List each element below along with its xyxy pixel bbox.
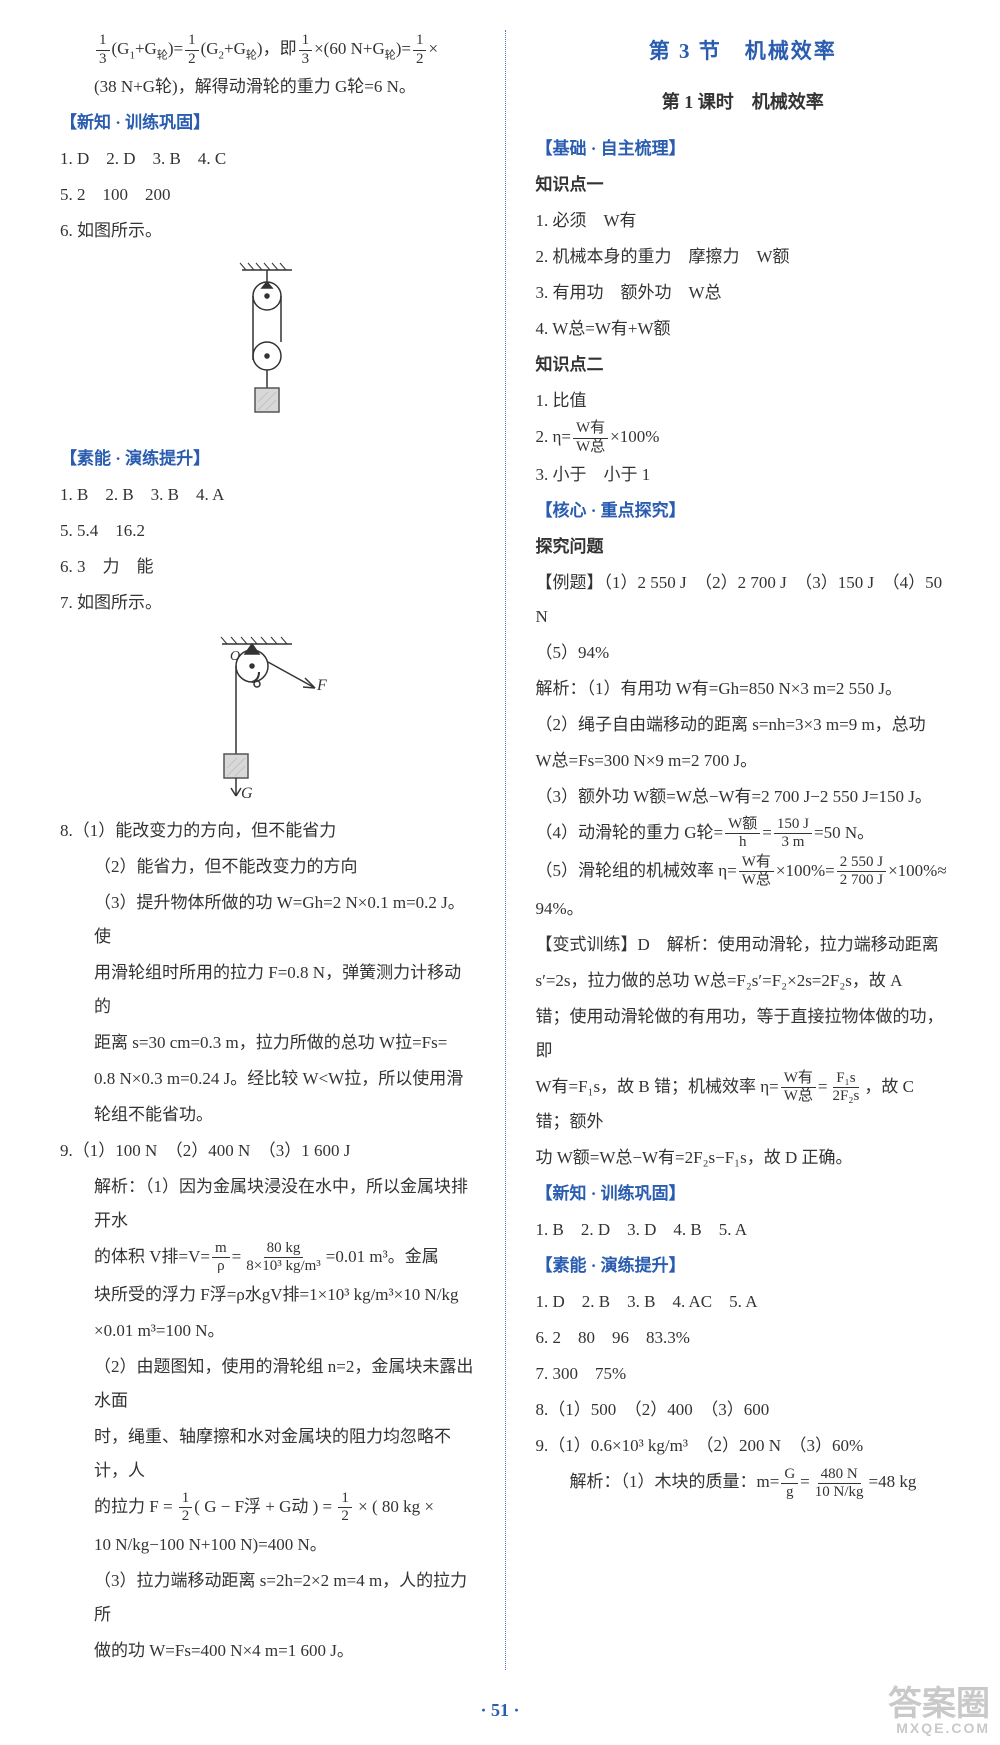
text-line: 94%。: [536, 892, 951, 926]
answer-line: 9.（1）100 N （2）400 N （3）1 600 J: [60, 1134, 475, 1168]
formula-line: （4）动滑轮的重力 G轮=W额h=150 J3 m=50 N。: [536, 816, 951, 852]
answer-line: 8.（1）能改变力的方向，但不能省力: [60, 814, 475, 848]
text-line: （3）额外功 W额=W总−W有=2 700 J−2 550 J=150 J。: [536, 780, 951, 814]
pulley-diagram-1: [60, 260, 475, 430]
formula-line: 2. η=W有W总×100%: [536, 420, 951, 456]
answer-line: 9.（1）0.6×10³ kg/m³ （2）200 N （3）60%: [536, 1429, 951, 1463]
answer-line: 0.8 N×0.3 m=0.24 J。经比较 W<W拉，所以使用滑: [60, 1062, 475, 1096]
answer-line: 6. 如图所示。: [60, 214, 475, 248]
text-line: （5）94%: [536, 636, 951, 670]
answer-line: 8.（1）500 （2）400 （3）600: [536, 1393, 951, 1427]
text-line: W总=Fs=300 N×9 m=2 700 J。: [536, 744, 951, 778]
explain-line: ×0.01 m³=100 N。: [60, 1314, 475, 1348]
formula-line: 解析：（1）木块的质量：m=Gg=480 N10 N/kg=48 kg: [536, 1465, 951, 1501]
subheading: 知识点二: [536, 348, 951, 382]
answer-line: 6. 2 80 96 83.3%: [536, 1321, 951, 1355]
answer-line: 1. B 2. D 3. D 4. B 5. A: [536, 1213, 951, 1247]
section-heading: 【新知 · 训练巩固】: [536, 1177, 951, 1211]
answer-line: 1. B 2. B 3. B 4. A: [60, 478, 475, 512]
page-container: 13(G1+G轮)=12(G2+G轮)，即13×(60 N+G轮)=12× (3…: [0, 0, 1000, 1700]
text-line: 2. 机械本身的重力 摩擦力 W额: [536, 240, 951, 274]
explain-line: 的拉力 F = 12( G − F浮 + G动 ) = 12 × ( 80 kg…: [60, 1490, 475, 1526]
answer-line: 6. 3 力 能: [60, 550, 475, 584]
text-line: 1. 比值: [536, 384, 951, 418]
explain-line: 10 N/kg−100 N+100 N)=400 N。: [60, 1528, 475, 1562]
answer-line: 5. 2 100 200: [60, 178, 475, 212]
left-column: 13(G1+G轮)=12(G2+G轮)，即13×(60 N+G轮)=12× (3…: [60, 30, 475, 1670]
section-heading: 【素能 · 演练提升】: [60, 442, 475, 476]
answer-line: 1. D 2. B 3. B 4. AC 5. A: [536, 1285, 951, 1319]
text-line: 【变式训练】D 解析：使用动滑轮，拉力端移动距离: [536, 928, 951, 962]
explain-line: 做的功 W=Fs=400 N×4 m=1 600 J。: [60, 1634, 475, 1668]
formula-line: （5）滑轮组的机械效率 η=W有W总×100%=2 550 J2 700 J×1…: [536, 854, 951, 890]
equation-line-2: (38 N+G轮)，解得动滑轮的重力 G轮=6 N。: [60, 70, 475, 104]
text-line: 1. 必须 W有: [536, 204, 951, 238]
explain-line: （2）由题图知，使用的滑轮组 n=2，金属块未露出水面: [60, 1350, 475, 1418]
chapter-title: 第 3 节 机械效率: [536, 30, 951, 72]
section-heading: 【素能 · 演练提升】: [536, 1249, 951, 1283]
text-line: 【例题】（1）2 550 J （2）2 700 J （3）150 J （4）50…: [536, 566, 951, 634]
section-heading: 【新知 · 训练巩固】: [60, 106, 475, 140]
text-line: （2）绳子自由端移动的距离 s=nh=3×3 m=9 m，总功: [536, 708, 951, 742]
explain-line: 的体积 V排=V=mρ=80 kg8×10³ kg/m³=0.01 m³。金属: [60, 1240, 475, 1276]
answer-line: 用滑轮组时所用的拉力 F=0.8 N，弹簧测力计移动的: [60, 956, 475, 1024]
explain-line: 块所受的浮力 F浮=ρ水gV排=1×10³ kg/m³×10 N/kg: [60, 1278, 475, 1312]
subheading: 知识点一: [536, 168, 951, 202]
subheading: 探究问题: [536, 530, 951, 564]
explain-line: （3）拉力端移动距离 s=2h=2×2 m=4 m，人的拉力所: [60, 1564, 475, 1632]
answer-line: （3）提升物体所做的功 W=Gh=2 N×0.1 m=0.2 J。使: [60, 886, 475, 954]
answer-line: 5. 5.4 16.2: [60, 514, 475, 548]
formula-line: W有=F₁s，故 B 错；机械效率 η=W有W总=F₁s2F₂s，故 C 错；额…: [536, 1070, 951, 1140]
text-line: 4. W总=W有+W额: [536, 312, 951, 346]
explain-line: 时，绳重、轴摩擦和水对金属块的阻力均忽略不计，人: [60, 1420, 475, 1488]
answer-line: 距离 s=30 cm=0.3 m，拉力所做的总功 W拉=Fs=: [60, 1026, 475, 1060]
text-line: 错；使用动滑轮做的有用功，等于直接拉物体做的功，即: [536, 1000, 951, 1068]
text-line: 3. 有用功 额外功 W总: [536, 276, 951, 310]
answer-line: 7. 300 75%: [536, 1357, 951, 1391]
svg-text:F: F: [316, 677, 327, 694]
right-column: 第 3 节 机械效率 第 1 课时 机械效率 【基础 · 自主梳理】 知识点一 …: [536, 30, 951, 1670]
section-heading: 【基础 · 自主梳理】: [536, 132, 951, 166]
equation-line: 13(G1+G轮)=12(G2+G轮)，即13×(60 N+G轮)=12×: [60, 32, 475, 68]
lesson-title: 第 1 课时 机械效率: [536, 84, 951, 120]
explain-line: 解析：（1）因为金属块浸没在水中，所以金属块排开水: [60, 1170, 475, 1238]
svg-text:G: G: [241, 785, 253, 802]
column-divider: [505, 30, 506, 1670]
answer-line: 1. D 2. D 3. B 4. C: [60, 142, 475, 176]
text-line: 解析：（1）有用功 W有=Gh=850 N×3 m=2 550 J。: [536, 672, 951, 706]
section-heading: 【核心 · 重点探究】: [536, 494, 951, 528]
text-line: 功 W额=W总−W有=2F₂s−F₁s，故 D 正确。: [536, 1141, 951, 1175]
answer-line: 7. 如图所示。: [60, 586, 475, 620]
page-number: · 51 ·: [0, 1700, 1000, 1745]
answer-line: 轮组不能省功。: [60, 1098, 475, 1132]
text-line: 3. 小于 小于 1: [536, 458, 951, 492]
text-line: s′=2s，拉力做的总功 W总=F₂s′=F₂×2s=2F₂s，故 A: [536, 964, 951, 998]
answer-line: （2）能省力，但不能改变力的方向: [60, 850, 475, 884]
pulley-diagram-2: O F: [60, 632, 475, 802]
